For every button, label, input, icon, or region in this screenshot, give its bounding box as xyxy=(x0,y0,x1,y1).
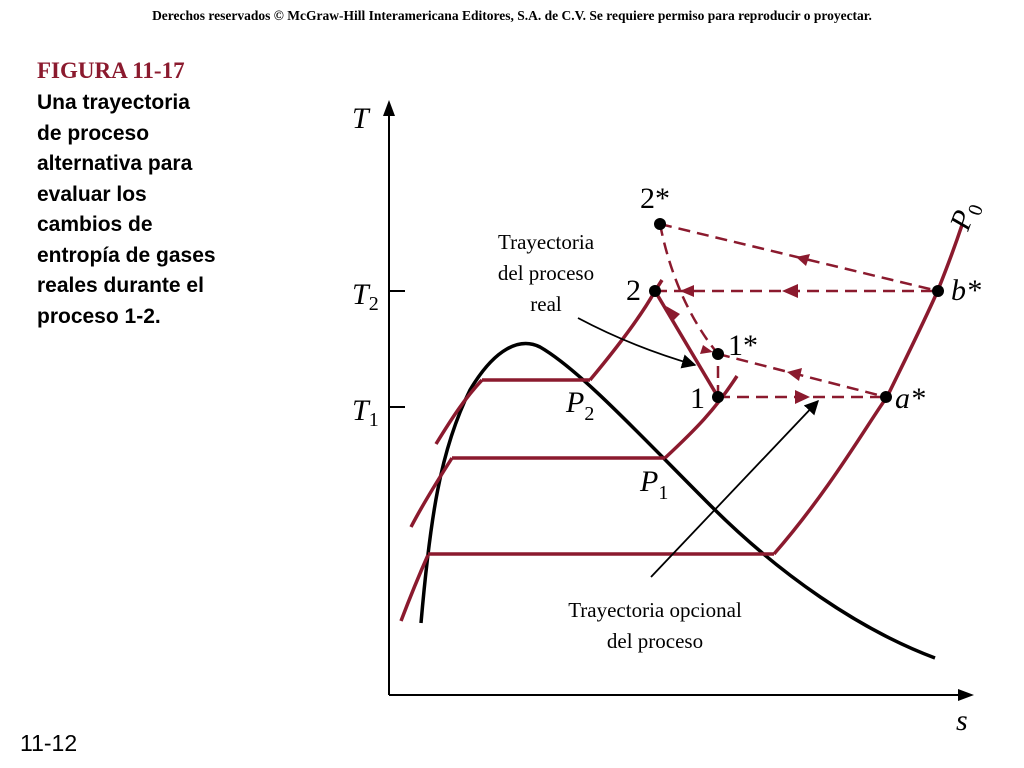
arrowhead-1-to-astar xyxy=(795,390,810,404)
annotation-alternative-line: Trayectoria opcional xyxy=(568,598,742,622)
isobar-low-vapor xyxy=(772,224,964,556)
label-1: 1 xyxy=(690,382,705,415)
caption-line: de proceso xyxy=(37,121,150,145)
caption-line: proceso 1-2. xyxy=(37,304,161,328)
caption-line: entropía de gases xyxy=(37,243,216,267)
copyright-notice: Derechos reservados © McGraw-Hill Intera… xyxy=(152,8,872,23)
s-axis-arrowhead xyxy=(958,689,974,701)
dashed-arrowheads xyxy=(680,254,810,404)
point-astar xyxy=(880,391,892,403)
annotation-actual-leader xyxy=(577,317,697,369)
state-points xyxy=(649,218,944,403)
path-1star-to-astar xyxy=(717,352,887,399)
arrowhead-astar-1star xyxy=(787,368,802,381)
actual-process-arrowhead xyxy=(666,306,680,321)
isobar-p2-liquid xyxy=(434,378,484,445)
caption-line: reales durante el xyxy=(37,274,204,297)
annotation-actual-line: del proceso xyxy=(498,261,594,285)
caption-line: Una trayectoria xyxy=(37,91,190,114)
s-axis-label: s xyxy=(956,704,968,737)
actual-process-path xyxy=(653,290,720,398)
arrowhead-2-side xyxy=(680,285,694,297)
point-1star xyxy=(712,348,724,360)
point-bstar xyxy=(932,285,944,297)
figure-caption: Una trayectoria de proceso alternativa p… xyxy=(37,88,277,332)
isobar-low-liquid xyxy=(399,554,430,622)
caption-line: alternativa para xyxy=(37,152,193,175)
isobar-p1-vapor xyxy=(663,375,739,460)
point-2star xyxy=(654,218,666,230)
annotation-actual-line: Trayectoria xyxy=(498,230,595,254)
arrowhead-bstar-to-2 xyxy=(782,284,798,298)
label-astar: a* xyxy=(895,382,925,415)
axes xyxy=(383,100,974,701)
caption-line: cambios de xyxy=(37,213,153,236)
t2-label: T2 xyxy=(352,278,379,315)
t1-label: T1 xyxy=(352,394,379,431)
arrowhead-bstar-2star xyxy=(796,254,810,266)
annotation-actual-path: Trayectoria del proceso real xyxy=(498,230,697,369)
saturation-dome xyxy=(419,341,936,660)
label-2star: 2* xyxy=(640,182,670,215)
annotation-actual-line: real xyxy=(530,292,562,316)
t-axis-label: T xyxy=(352,102,371,135)
annotation-alternative-leader xyxy=(650,399,819,578)
figure-label: FIGURA 11-17 xyxy=(37,58,185,83)
label-bstar: b* xyxy=(951,274,981,307)
annotation-alternative-path: Trayectoria opcional del proceso xyxy=(568,399,819,653)
label-1star: 1* xyxy=(728,329,758,362)
annotation-alternative-line: del proceso xyxy=(607,629,703,653)
t-axis-arrowhead xyxy=(383,100,395,116)
label-p0: P0 xyxy=(943,196,988,236)
arrowhead-2star-1star xyxy=(700,345,713,354)
slide-number: 11-12 xyxy=(20,730,78,756)
isobar-p1-liquid xyxy=(409,457,454,528)
isobars xyxy=(399,224,964,622)
label-p2: P2 xyxy=(565,386,594,425)
caption-line: evaluar los xyxy=(37,182,147,206)
point-1 xyxy=(712,391,724,403)
label-p1: P1 xyxy=(639,465,668,504)
label-2: 2 xyxy=(626,274,641,307)
point-2 xyxy=(649,285,661,297)
